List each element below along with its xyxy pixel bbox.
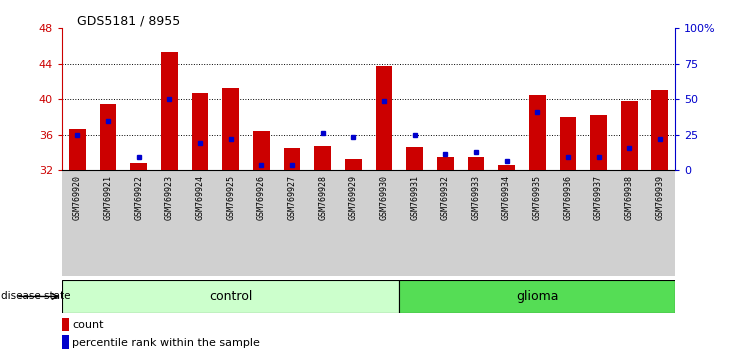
Bar [369,170,399,276]
Bar [583,170,614,276]
Bar [491,170,522,276]
Bar [307,170,338,276]
Bar [314,146,331,170]
Bar [154,170,185,276]
Bar [283,148,301,170]
Text: GSM769935: GSM769935 [533,175,542,220]
Text: GSM769921: GSM769921 [104,175,112,220]
Bar [130,163,147,170]
Bar [614,170,645,276]
Bar [651,90,669,170]
Bar [123,170,154,276]
Bar [620,101,638,170]
Bar [559,117,577,170]
Bar [69,129,86,170]
Text: GSM769933: GSM769933 [472,175,480,220]
Bar [185,170,215,276]
Bar [522,170,553,276]
Text: GSM769929: GSM769929 [349,175,358,220]
Text: glioma: glioma [516,290,558,303]
Bar [645,170,675,276]
Text: GSM769924: GSM769924 [196,175,204,220]
Text: control: control [209,290,253,303]
Text: GSM769923: GSM769923 [165,175,174,220]
Bar [590,115,607,170]
Bar [62,170,93,276]
Bar [93,170,123,276]
Bar [62,280,399,313]
Text: GSM769938: GSM769938 [625,175,634,220]
Bar [345,159,362,170]
Text: GSM769922: GSM769922 [134,175,143,220]
Text: GSM769931: GSM769931 [410,175,419,220]
Bar [222,88,239,170]
Bar [253,131,270,170]
Text: disease state: disease state [1,291,71,302]
Text: GSM769927: GSM769927 [288,175,296,220]
Bar [375,67,393,170]
Text: GSM769930: GSM769930 [380,175,388,220]
Bar [99,104,117,170]
Bar [498,165,515,170]
Text: GSM769934: GSM769934 [502,175,511,220]
Text: GSM769928: GSM769928 [318,175,327,220]
Bar [161,52,178,170]
Bar [437,156,454,170]
Text: GDS5181 / 8955: GDS5181 / 8955 [77,14,180,27]
Text: GSM769925: GSM769925 [226,175,235,220]
Text: GSM769932: GSM769932 [441,175,450,220]
Bar [277,170,307,276]
Text: count: count [72,320,104,330]
Bar [215,170,246,276]
Bar [62,318,69,331]
Bar [430,170,461,276]
Bar [553,170,583,276]
Text: GSM769926: GSM769926 [257,175,266,220]
Bar [399,280,675,313]
Bar [529,95,546,170]
Text: GSM769936: GSM769936 [564,175,572,220]
Bar [406,147,423,170]
Bar [191,93,209,170]
Bar [246,170,277,276]
Bar [399,170,430,276]
Bar [338,170,369,276]
Text: percentile rank within the sample: percentile rank within the sample [72,338,261,348]
Text: GSM769939: GSM769939 [656,175,664,220]
Text: GSM769937: GSM769937 [594,175,603,220]
Bar [62,335,69,349]
Text: GSM769920: GSM769920 [73,175,82,220]
Bar [461,170,491,276]
Bar [467,156,485,170]
